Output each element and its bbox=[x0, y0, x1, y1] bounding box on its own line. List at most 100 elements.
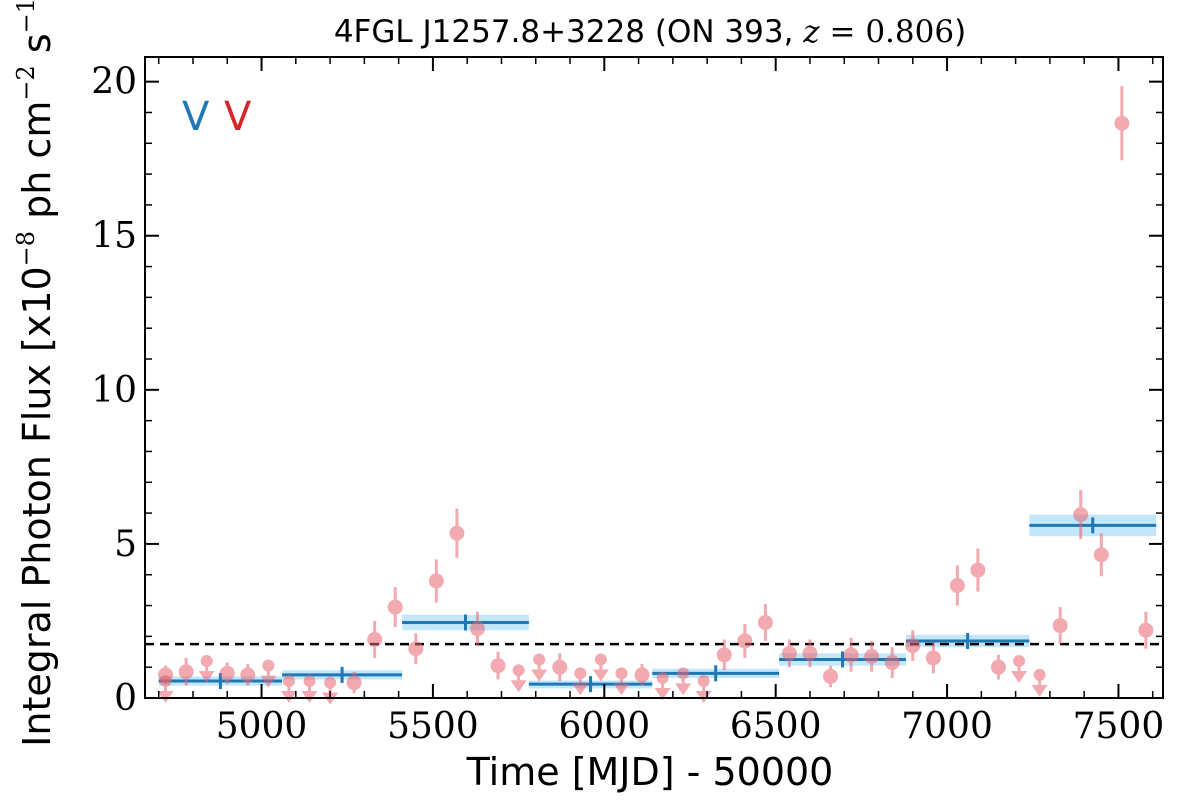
data-point bbox=[1138, 611, 1154, 649]
ylabel-exp-1: −8 bbox=[12, 231, 40, 266]
y-tick-label: 10 bbox=[91, 370, 137, 411]
bayesian-block bbox=[282, 666, 403, 683]
upper-limit bbox=[1031, 668, 1048, 697]
data-point-marker bbox=[428, 573, 444, 589]
upper-limit bbox=[260, 659, 277, 688]
y-tick-label: 15 bbox=[91, 216, 137, 257]
data-point-marker bbox=[490, 658, 506, 674]
data-point bbox=[990, 654, 1006, 680]
data-point-marker bbox=[781, 645, 797, 661]
y-axis-title: Integral Photon Flux [x10−8 ph cm−2 s−1] bbox=[12, 0, 59, 747]
data-point bbox=[449, 508, 465, 558]
data-point-marker bbox=[387, 599, 403, 615]
x-tick-label: 5000 bbox=[216, 706, 308, 747]
data-point bbox=[1093, 533, 1109, 577]
variability-marker: V bbox=[182, 94, 210, 140]
data-point-marker bbox=[1052, 618, 1068, 634]
data-point bbox=[469, 611, 485, 646]
axes-layer bbox=[144, 56, 1164, 699]
upper-limit bbox=[198, 655, 215, 684]
data-point bbox=[346, 671, 362, 694]
upper-limit-arrow bbox=[198, 671, 215, 684]
data-point bbox=[219, 662, 235, 685]
data-point-marker bbox=[949, 578, 965, 594]
upper-limit-dot bbox=[594, 653, 607, 666]
data-point-marker bbox=[634, 667, 650, 683]
y-axis-ticks: 0 5 10 15 20 bbox=[91, 62, 1163, 719]
data-point-marker bbox=[864, 648, 880, 664]
upper-limit-arrow bbox=[592, 669, 609, 682]
upper-limit-arrow bbox=[1031, 684, 1048, 697]
data-point-marker bbox=[178, 664, 194, 680]
data-point-marker bbox=[367, 631, 383, 647]
upper-limit bbox=[1011, 655, 1028, 684]
upper-limit-arrow bbox=[675, 683, 692, 696]
data-point bbox=[970, 548, 986, 592]
data-point-marker bbox=[1093, 547, 1109, 563]
data-point bbox=[925, 642, 941, 674]
upper-limit-dot bbox=[574, 667, 587, 680]
upper-limit-arrow bbox=[572, 683, 589, 696]
data-point-marker bbox=[219, 665, 235, 681]
bayesian-block bbox=[1029, 514, 1157, 537]
data-point bbox=[367, 620, 383, 658]
data-point-marker bbox=[843, 647, 859, 663]
data-points-layer bbox=[157, 86, 1154, 705]
data-point-marker bbox=[408, 641, 424, 657]
data-point bbox=[864, 640, 880, 672]
data-point-marker bbox=[737, 633, 753, 649]
upper-limit bbox=[675, 667, 692, 696]
data-point-marker bbox=[970, 562, 986, 578]
upper-limit-arrow bbox=[654, 687, 671, 700]
upper-limit-dot bbox=[262, 659, 275, 672]
upper-limit-dot bbox=[282, 675, 295, 688]
title-z-variable: z bbox=[802, 14, 820, 50]
ylabel-mid-2: s bbox=[15, 33, 59, 65]
bayesian-blocks-layer bbox=[158, 514, 1157, 693]
data-point-marker bbox=[1138, 622, 1154, 638]
chart-title-text: 4FGL J1257.8+3228 (ON 393, z = 0.806) bbox=[334, 14, 966, 50]
data-point bbox=[823, 665, 839, 688]
data-point-marker bbox=[1073, 507, 1089, 523]
data-point bbox=[1073, 489, 1089, 540]
data-point bbox=[757, 604, 773, 641]
data-point bbox=[716, 639, 732, 671]
x-tick-label: 7000 bbox=[901, 706, 993, 747]
data-point bbox=[158, 665, 174, 685]
x-axis-ticks: 5000 5500 6000 6500 7000 7500 bbox=[157, 57, 1164, 747]
y-tick-label: 20 bbox=[91, 62, 137, 103]
data-point bbox=[408, 633, 424, 665]
variability-marker: V bbox=[224, 94, 252, 140]
upper-limit-arrow bbox=[510, 680, 527, 693]
upper-limit-dot bbox=[512, 664, 525, 677]
upper-limit-dot bbox=[1033, 668, 1046, 681]
ylabel-mid-1: ph cm bbox=[15, 101, 59, 231]
data-point-marker bbox=[346, 675, 362, 691]
title-prefix: 4FGL J1257.8+3228 (ON 393, bbox=[334, 14, 803, 50]
data-point-marker bbox=[757, 614, 773, 630]
data-point bbox=[737, 624, 753, 658]
upper-limit-arrow bbox=[531, 669, 548, 682]
x-axis-title: Time [MJD] - 50000 bbox=[466, 750, 834, 794]
bayesian-block bbox=[652, 665, 780, 682]
upper-limit bbox=[592, 653, 609, 682]
x-tick-label: 5500 bbox=[387, 706, 479, 747]
chart-title: 4FGL J1257.8+3228 (ON 393, z = 0.806) bbox=[334, 14, 966, 50]
data-point-marker bbox=[240, 667, 256, 683]
data-point bbox=[490, 651, 506, 680]
upper-limit-arrow bbox=[613, 683, 630, 696]
data-point-marker bbox=[449, 525, 465, 541]
upper-limit-dot bbox=[697, 675, 710, 688]
data-point bbox=[802, 639, 818, 668]
data-point bbox=[240, 664, 256, 686]
title-z-value: 0.806 bbox=[865, 14, 954, 50]
data-point-marker bbox=[925, 650, 941, 666]
data-point bbox=[178, 657, 194, 686]
upper-limit bbox=[654, 671, 671, 700]
bayesian-block bbox=[528, 676, 653, 693]
upper-limit-dot bbox=[677, 667, 690, 680]
upper-limit-dot bbox=[533, 653, 546, 666]
upper-limit bbox=[322, 676, 339, 705]
